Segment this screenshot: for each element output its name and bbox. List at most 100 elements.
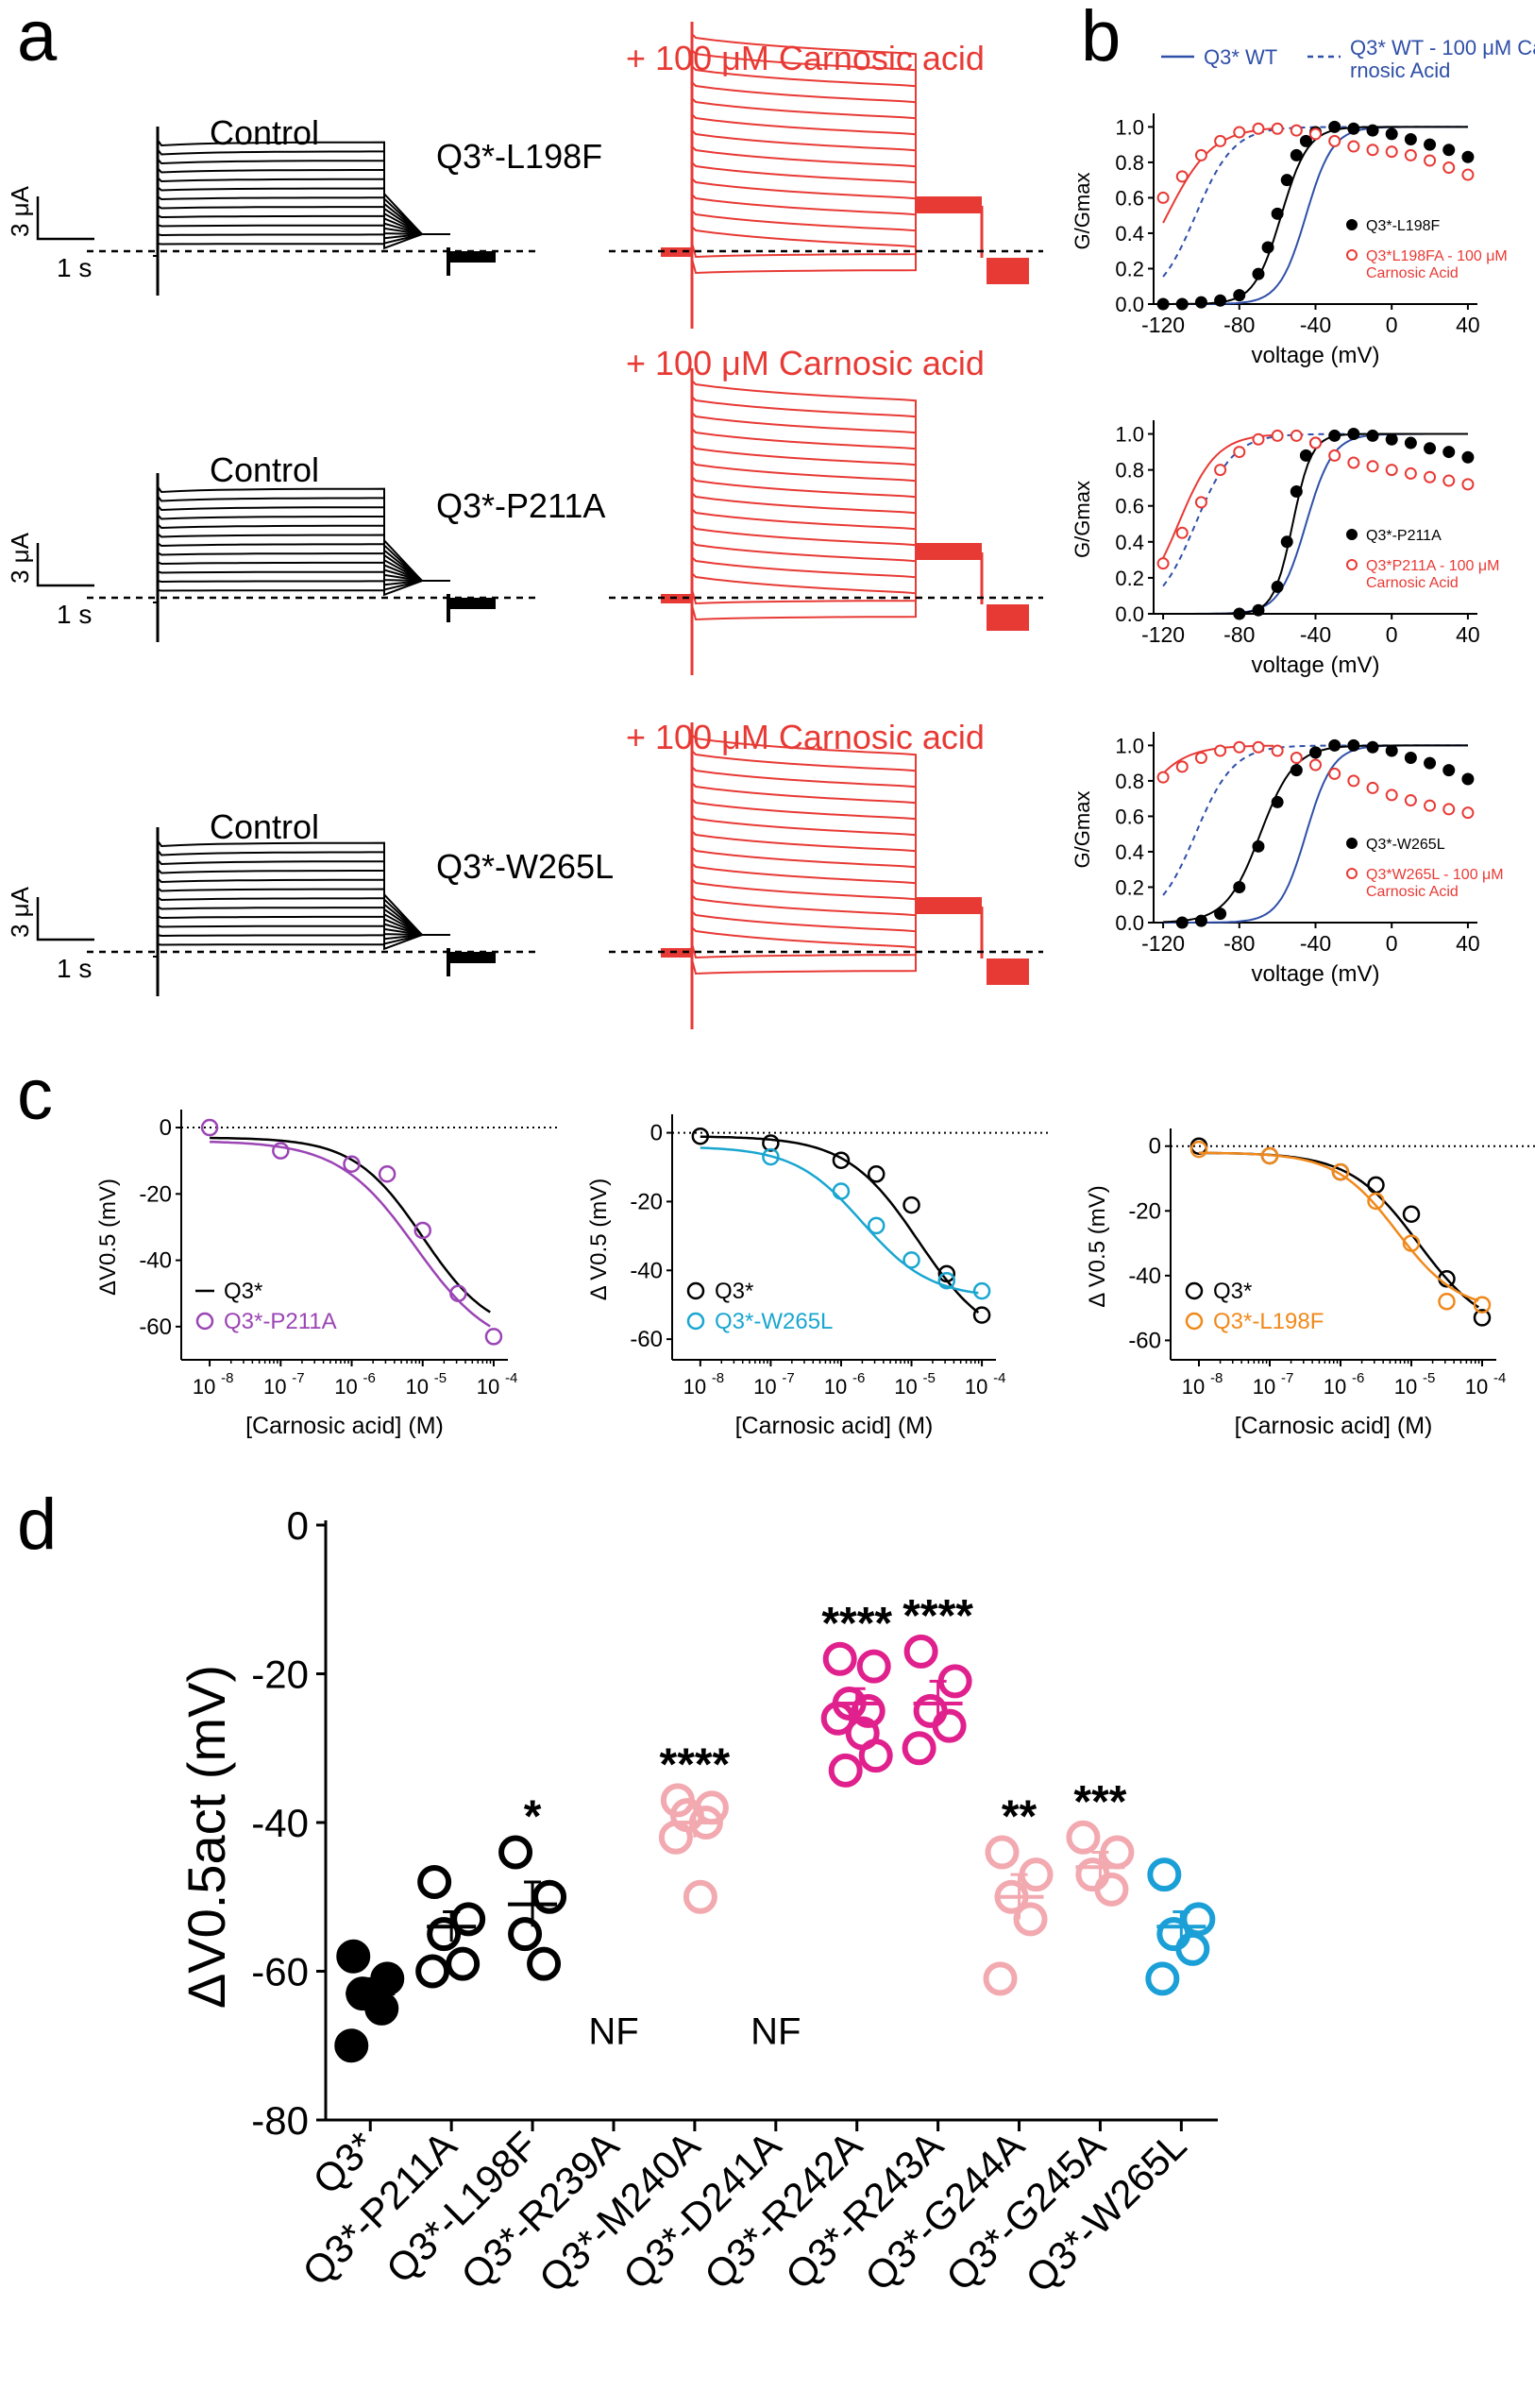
data-point xyxy=(1260,1146,1279,1165)
data-point xyxy=(1175,170,1189,183)
data-point xyxy=(972,1281,991,1300)
x-tick-exponent: -7 xyxy=(1281,1370,1293,1386)
panel-letter-b: b xyxy=(1081,0,1121,76)
data-point xyxy=(858,1738,893,1773)
series-label-line1: Q3*W265L - 100 μM xyxy=(1366,867,1504,883)
drug-current-trace xyxy=(691,210,982,275)
data-point xyxy=(1175,760,1189,773)
y-tick-label: 0 xyxy=(1149,1134,1161,1160)
significance-label: **** xyxy=(660,1739,731,1789)
drug-current-trace xyxy=(691,474,982,600)
drug-current-trace xyxy=(691,176,982,253)
data-point xyxy=(1424,442,1437,455)
data-point xyxy=(1271,122,1284,135)
drug-current-trace xyxy=(691,732,982,954)
data-point xyxy=(1214,134,1227,147)
data-point xyxy=(983,1961,1018,1996)
data-point xyxy=(1385,127,1398,141)
not-functional-label: NF xyxy=(588,2011,638,2053)
x-tick-exponent: -4 xyxy=(505,1370,517,1386)
y-axis-title: G/Gmax xyxy=(1071,173,1094,250)
data-point xyxy=(1424,756,1437,770)
y-tick-label: 1.0 xyxy=(1115,734,1144,757)
y-tick-label: -80 xyxy=(251,2098,309,2143)
drug-label: + 100 μM Carnosic acid xyxy=(626,718,985,756)
drug-current-trace xyxy=(691,892,982,954)
control-label: Control xyxy=(210,113,319,152)
series-label: Q3*-P211A xyxy=(1366,528,1442,544)
data-point xyxy=(1233,607,1246,620)
current-trace xyxy=(153,579,450,603)
x-tick-label: 40 xyxy=(1456,313,1480,337)
data-point xyxy=(1290,124,1303,137)
drug-tail-current xyxy=(987,604,1029,631)
data-point xyxy=(1424,154,1437,167)
data-point xyxy=(1328,429,1341,442)
drug-current-trace xyxy=(691,764,982,954)
x-tick-label: 10 xyxy=(1324,1375,1346,1399)
data-point xyxy=(417,1865,452,1899)
data-point xyxy=(532,1879,567,1914)
legend-marker xyxy=(686,1281,705,1300)
data-point xyxy=(832,1151,851,1169)
data-point xyxy=(1402,1205,1421,1223)
drug-tail-block xyxy=(916,897,982,914)
current-trace xyxy=(153,866,450,958)
significance-label: *** xyxy=(1073,1777,1126,1827)
data-point xyxy=(932,1708,967,1743)
data-point xyxy=(762,1134,780,1152)
mutant-label: Q3*-W265L xyxy=(436,847,614,886)
x-tick-exponent: -4 xyxy=(1493,1370,1506,1386)
current-trace xyxy=(153,551,450,603)
x-tick-exponent: -5 xyxy=(1423,1370,1435,1386)
series-label-line2: Carnosic Acid xyxy=(1366,884,1459,900)
data-point xyxy=(1347,140,1360,153)
y-tick-label: 0.6 xyxy=(1115,805,1144,828)
x-tick-label: 10 xyxy=(1182,1375,1205,1399)
drug-current-trace xyxy=(691,876,982,954)
data-point xyxy=(1424,470,1437,483)
data-point xyxy=(1366,740,1379,754)
data-point xyxy=(1175,297,1189,311)
data-point xyxy=(1214,294,1227,307)
tail-artifact xyxy=(447,594,450,622)
x-tick-label: 10 xyxy=(1465,1375,1488,1399)
x-axis-title: voltage (mV) xyxy=(1251,653,1379,678)
data-point xyxy=(1366,144,1379,157)
legend-marker xyxy=(1346,868,1358,879)
mutant-label: Q3*-P211A xyxy=(436,486,605,525)
scale-bar xyxy=(36,897,94,941)
data-point xyxy=(336,1939,371,1974)
fit-curve xyxy=(1162,433,1274,559)
mutant-label: Q3*-L198F xyxy=(436,137,602,176)
y-tick-label: 1.0 xyxy=(1115,115,1144,139)
drug-current-trace xyxy=(691,748,982,954)
drug-current-trace xyxy=(691,490,982,600)
data-point xyxy=(1280,535,1293,549)
data-point xyxy=(1385,145,1398,159)
series-label: Q3*-W265L xyxy=(1366,837,1445,853)
drug-label: + 100 μM Carnosic acid xyxy=(626,39,985,77)
y-axis-title: Δ V0.5 (mV) xyxy=(1085,1185,1110,1307)
chart-b3: 0.0 0.2 0.4 0.6 0.8 1.0 -120 -80 -40 0 40 voltage (… xyxy=(1071,732,1504,987)
data-point xyxy=(1252,839,1265,853)
not-functional-label: NF xyxy=(751,2011,801,2053)
drug-current-trace xyxy=(691,796,982,954)
data-point xyxy=(1366,460,1379,473)
data-point xyxy=(1290,429,1303,442)
data-point xyxy=(1147,1857,1182,1892)
x-tick-exponent: -5 xyxy=(923,1370,936,1386)
x-tick-label: -120 xyxy=(1141,931,1185,956)
x-axis-title: voltage (mV) xyxy=(1251,343,1379,368)
data-point xyxy=(1271,795,1284,808)
y-tick-label: 0.2 xyxy=(1115,257,1144,280)
data-point xyxy=(1424,799,1437,812)
fit-curve xyxy=(210,1136,491,1314)
tail-artifact xyxy=(447,247,450,276)
x-tick-exponent: -8 xyxy=(712,1370,724,1386)
data-point xyxy=(1233,126,1246,139)
series-label-line2: Carnosic Acid xyxy=(1366,265,1459,281)
x-tick-label: 10 xyxy=(193,1375,215,1399)
x-tick-label: -40 xyxy=(1300,931,1331,956)
chart-b2: 0.0 0.2 0.4 0.6 0.8 1.0 -120 -80 -40 0 40 voltage (… xyxy=(1071,420,1499,678)
